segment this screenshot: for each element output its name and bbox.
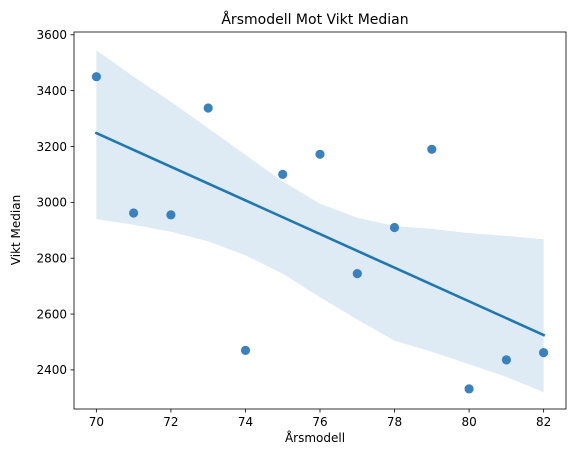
y-tick-label-2: 2800 bbox=[36, 252, 67, 266]
y-tick-label-5: 3400 bbox=[36, 84, 67, 98]
x-tick-label-1: 72 bbox=[163, 415, 178, 429]
y-tick-label-4: 3200 bbox=[36, 140, 67, 154]
x-tick-label-5: 80 bbox=[461, 415, 476, 429]
plot-area bbox=[74, 32, 566, 409]
data-point-8 bbox=[390, 223, 399, 232]
data-point-9 bbox=[427, 145, 436, 154]
data-point-1 bbox=[129, 208, 138, 217]
data-point-7 bbox=[353, 269, 362, 278]
y-tick-label-1: 2600 bbox=[36, 307, 67, 321]
y-tick-label-0: 2400 bbox=[36, 363, 67, 377]
data-point-0 bbox=[92, 72, 101, 81]
data-point-10 bbox=[465, 384, 474, 393]
y-axis-label: Vikt Median bbox=[9, 195, 23, 265]
data-point-11 bbox=[502, 355, 511, 364]
x-axis-label: Årsmodell bbox=[285, 430, 345, 445]
chart-title: Årsmodell Mot Vikt Median bbox=[221, 11, 408, 28]
x-tick-label-3: 76 bbox=[312, 415, 327, 429]
y-tick-label-6: 3600 bbox=[36, 28, 67, 42]
x-tick-label-2: 74 bbox=[238, 415, 253, 429]
data-point-4 bbox=[241, 346, 250, 355]
data-point-5 bbox=[278, 170, 287, 179]
x-tick-label-6: 82 bbox=[536, 415, 551, 429]
y-tick-label-3: 3000 bbox=[36, 196, 67, 210]
data-point-12 bbox=[539, 348, 548, 357]
data-point-3 bbox=[204, 103, 213, 112]
x-tick-label-0: 70 bbox=[89, 415, 104, 429]
x-tick-label-4: 78 bbox=[387, 415, 402, 429]
data-point-2 bbox=[166, 210, 175, 219]
data-point-6 bbox=[315, 150, 324, 159]
